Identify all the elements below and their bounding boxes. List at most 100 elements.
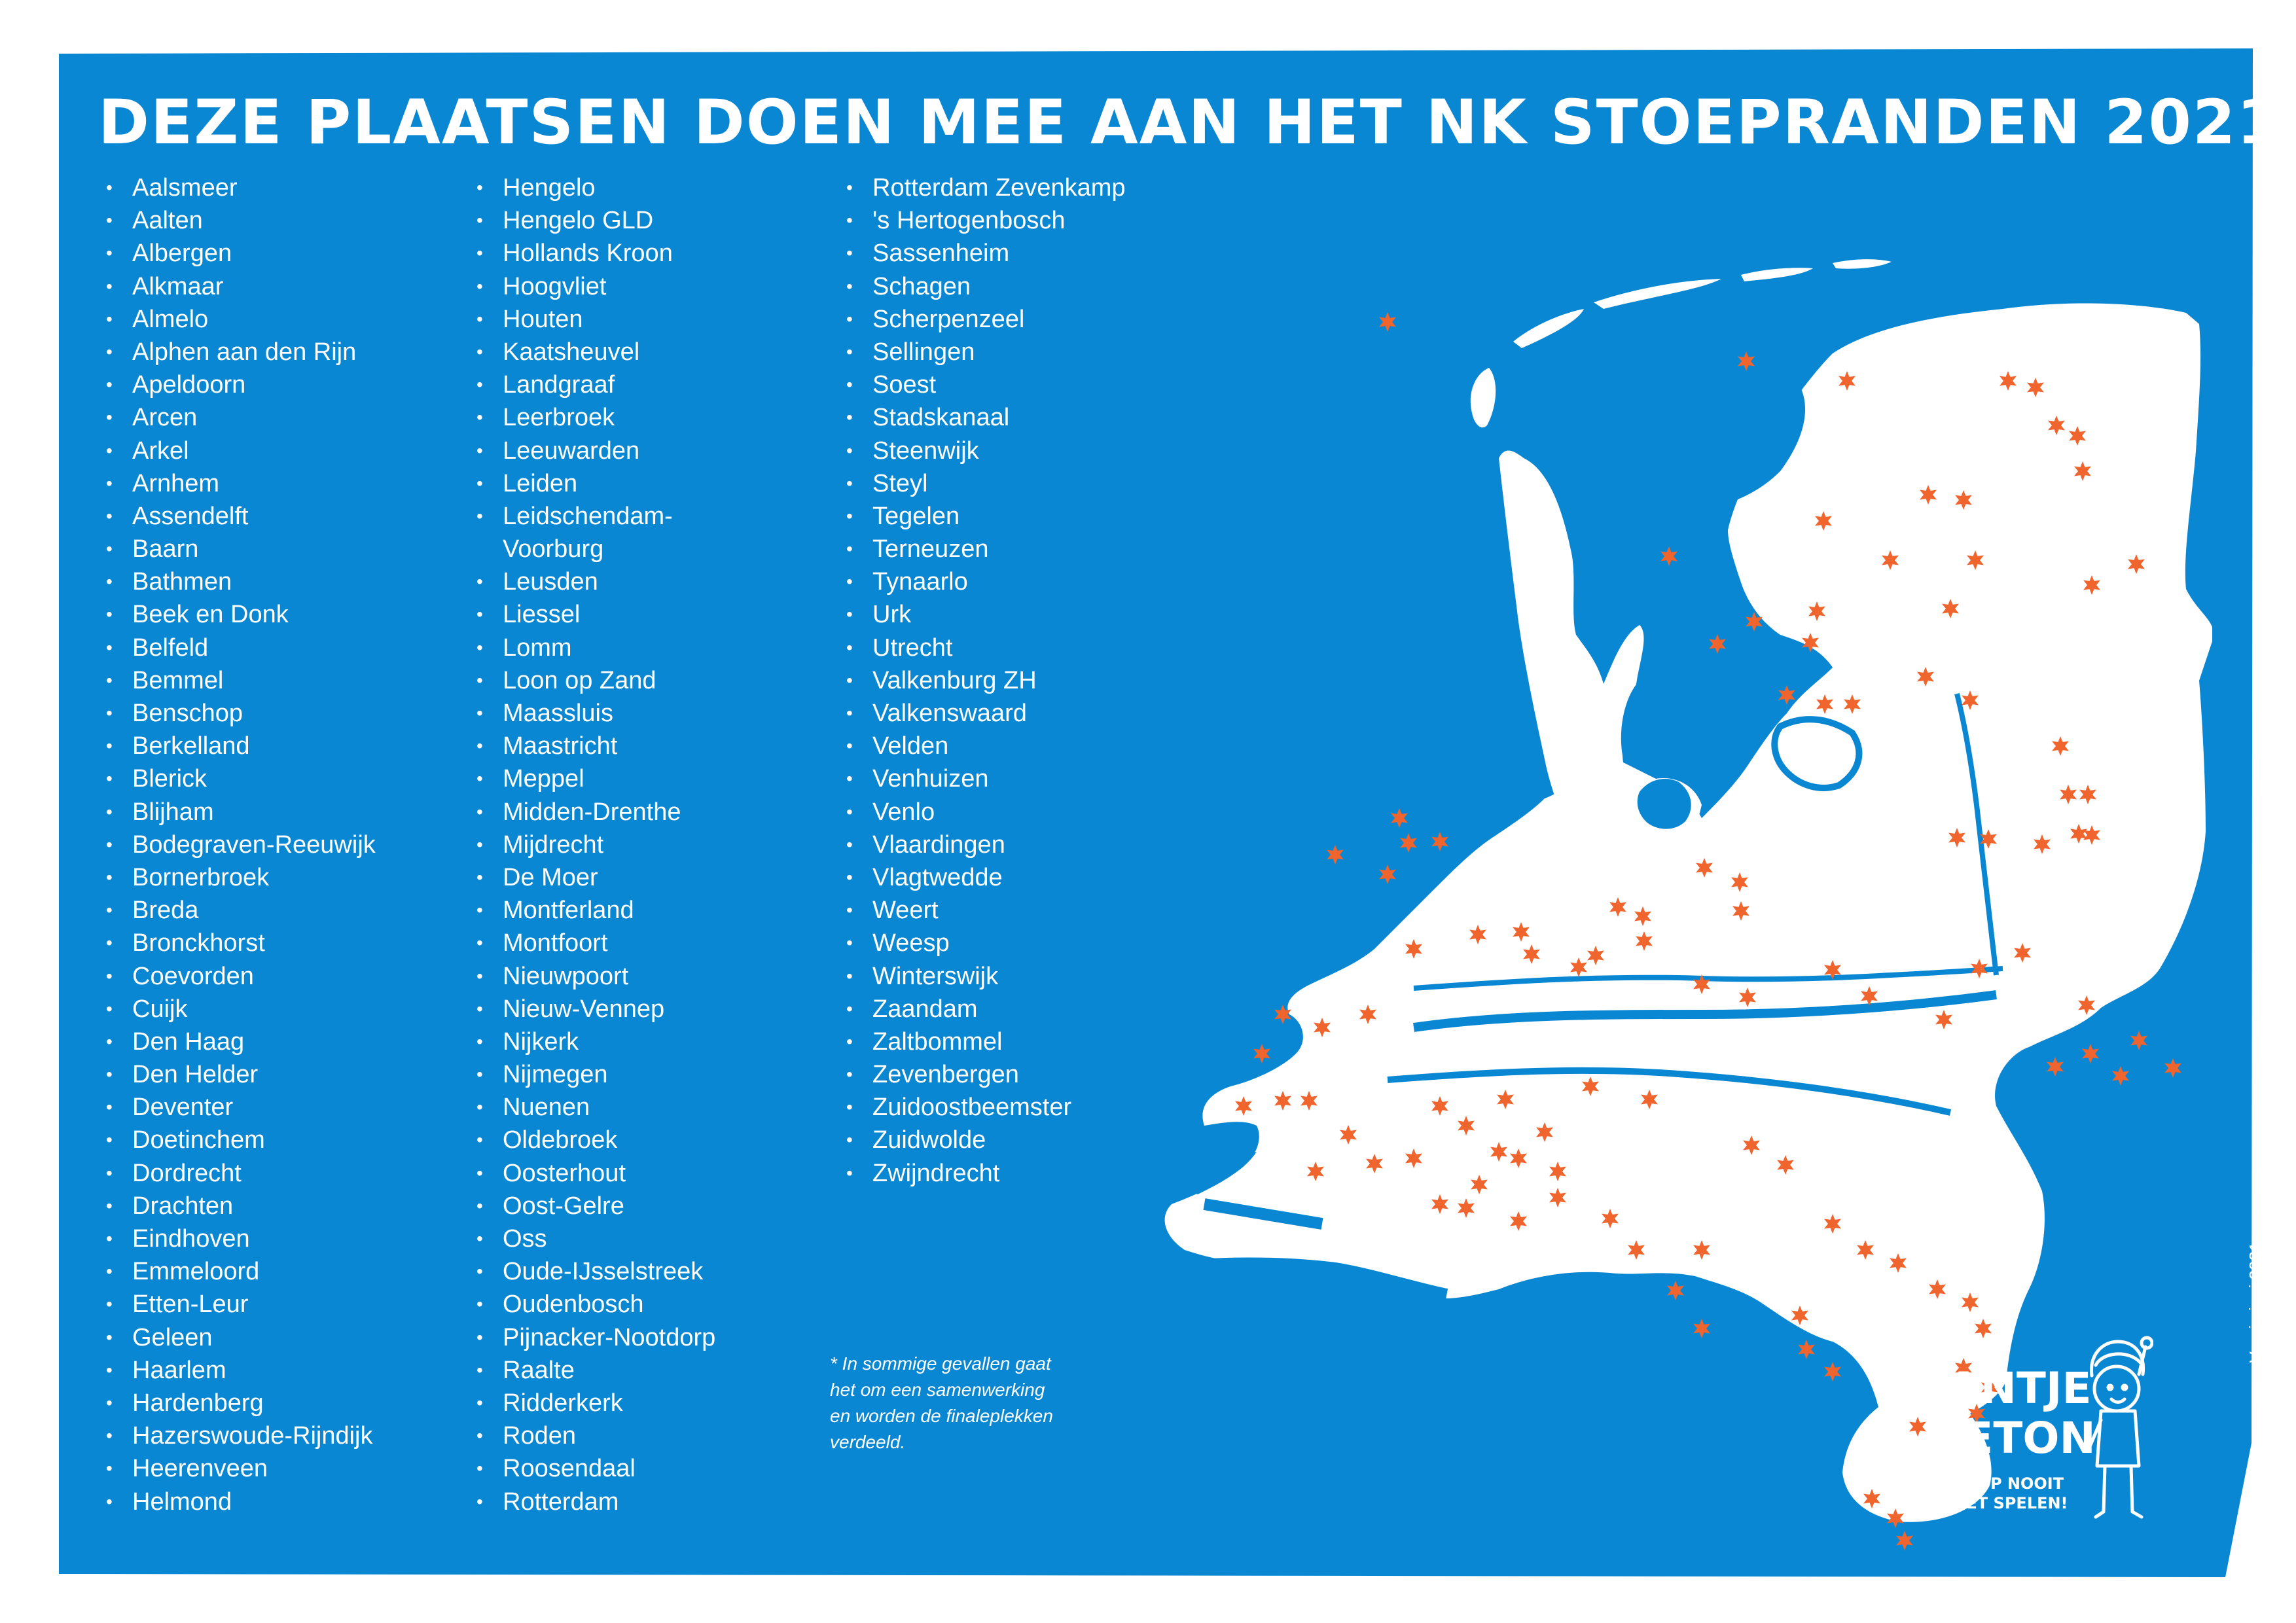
place-item: • Hengelo	[476, 171, 715, 204]
place-item: • Geleen	[106, 1321, 376, 1354]
bullet-icon: •	[106, 1392, 113, 1413]
place-item: • Hardenberg	[106, 1387, 376, 1419]
bullet-icon: •	[106, 1130, 113, 1150]
bullet-icon: •	[846, 965, 853, 986]
place-marker-star-icon	[1942, 599, 1959, 618]
bullet-icon: •	[476, 801, 483, 822]
bullet-icon: •	[106, 374, 113, 395]
place-marker-star-icon	[2078, 995, 2095, 1015]
bullet-icon: •	[106, 276, 113, 296]
bullet-icon: •	[476, 505, 483, 526]
place-name: Vlagtwedde	[872, 863, 1003, 891]
bullet-icon: •	[106, 637, 113, 658]
bullet-icon: •	[846, 308, 853, 329]
place-item: • Bodegraven-Reeuwijk	[106, 829, 376, 861]
bullet-icon: •	[846, 998, 853, 1019]
place-name: Montfoort	[503, 929, 608, 957]
places-column-3: • Rotterdam Zevenkamp • 's Hertogenbosch • Sa…	[846, 171, 1126, 1190]
place-name: Voorburg	[503, 535, 604, 563]
place-name: Sellingen	[872, 338, 975, 366]
bullet-icon: •	[846, 1162, 853, 1183]
place-item: • Roosendaal	[476, 1452, 715, 1485]
bullet-icon: •	[476, 1294, 483, 1315]
place-marker-star-icon	[1980, 829, 1997, 849]
place-item: • Apeldoorn	[106, 368, 376, 401]
place-name: Hardenberg	[132, 1389, 264, 1417]
island-terschelling	[1594, 279, 1721, 309]
place-name: Hazerswoude-Rijndijk	[132, 1422, 373, 1450]
place-name: Houten	[503, 305, 583, 333]
place-name: Oldebroek	[503, 1126, 618, 1154]
place-marker-star-icon	[2034, 834, 2051, 854]
place-marker-star-icon	[1431, 1096, 1448, 1116]
place-item: • Leidschendam-	[476, 500, 715, 533]
bullet-icon: •	[846, 243, 853, 264]
river-maas	[1387, 1067, 1952, 1116]
place-name: Vlaardingen	[872, 830, 1005, 859]
place-name: Heerenveen	[132, 1455, 268, 1483]
bullet-icon: •	[106, 965, 113, 986]
place-item: •Voorburg	[476, 533, 715, 565]
place-marker-star-icon	[1815, 511, 1832, 531]
place-name: Oosterhout	[503, 1159, 626, 1187]
place-name: Zaandam	[872, 995, 978, 1023]
place-name: Nijkerk	[503, 1027, 579, 1056]
place-item: • Nieuw-Vennep	[476, 993, 715, 1026]
place-name: Urk	[872, 601, 912, 629]
place-marker-star-icon	[1824, 960, 1841, 980]
place-marker-star-icon	[1890, 1253, 1907, 1273]
wadden-sea	[1571, 349, 1806, 508]
place-item: • Terneuzen	[846, 533, 1126, 565]
bullet-icon: •	[476, 177, 483, 198]
place-name: Baarn	[132, 535, 199, 563]
place-name: Maastricht	[503, 732, 618, 760]
place-name: Utrecht	[872, 633, 953, 662]
map-water	[1164, 349, 2003, 1303]
bullet-icon: •	[476, 1097, 483, 1118]
place-item: • Zuidwolde	[846, 1124, 1126, 1156]
place-marker-star-icon	[1510, 1149, 1527, 1168]
place-name: Assendelft	[132, 502, 249, 530]
place-item: • Winterswijk	[846, 960, 1126, 993]
bullet-icon: •	[476, 933, 483, 954]
place-item: • Pijnacker-Nootdorp	[476, 1321, 715, 1354]
place-item: • Weert	[846, 894, 1126, 927]
place-name: Soest	[872, 371, 937, 399]
bullet-icon: •	[476, 736, 483, 757]
netherlands-map	[1164, 259, 2212, 1550]
place-item: • Den Helder	[106, 1058, 376, 1091]
bullet-icon: •	[846, 866, 853, 887]
flevoland-border	[1771, 716, 1863, 791]
place-name: Aalten	[132, 207, 203, 235]
bullet-icon: •	[106, 801, 113, 822]
place-name: Almelo	[132, 305, 209, 333]
bullet-icon: •	[846, 440, 853, 461]
place-item: • Nuenen	[476, 1091, 715, 1124]
place-marker-star-icon	[1340, 1125, 1357, 1145]
oosterschelde	[1203, 1198, 1323, 1230]
place-item: • Leiden	[476, 467, 715, 500]
place-marker-star-icon	[1935, 1010, 1952, 1029]
place-marker-star-icon	[1471, 1175, 1488, 1194]
westerschelde	[1164, 1257, 1448, 1303]
place-name: Oost-Gelre	[503, 1192, 624, 1220]
place-item: • Venhuizen	[846, 762, 1126, 795]
bullet-icon: •	[476, 1359, 483, 1380]
north-holland	[1499, 450, 1702, 864]
places-column-2: • Hengelo • Hengelo GLD • Hollands Kroon • Hoog…	[476, 171, 715, 1518]
logo-slogan: STOP NOOIT MET SPELEN!	[1950, 1474, 2068, 1512]
place-marker-star-icon	[1458, 1198, 1475, 1218]
bullet-icon: •	[846, 341, 853, 362]
bullet-icon: •	[106, 1031, 113, 1052]
place-marker-star-icon	[1379, 865, 1396, 884]
place-name: Weesp	[872, 929, 950, 957]
bullet-icon: •	[106, 243, 113, 264]
place-name: Geleen	[132, 1323, 213, 1351]
place-name: Emmeloord	[132, 1258, 260, 1286]
bullet-icon: •	[846, 539, 853, 560]
place-item: • Oude-IJsselstreek	[476, 1255, 715, 1288]
bullet-icon: •	[106, 669, 113, 690]
bullet-icon: •	[106, 1491, 113, 1512]
place-name: Leusden	[503, 568, 598, 596]
place-marker-star-icon	[1536, 1122, 1553, 1142]
